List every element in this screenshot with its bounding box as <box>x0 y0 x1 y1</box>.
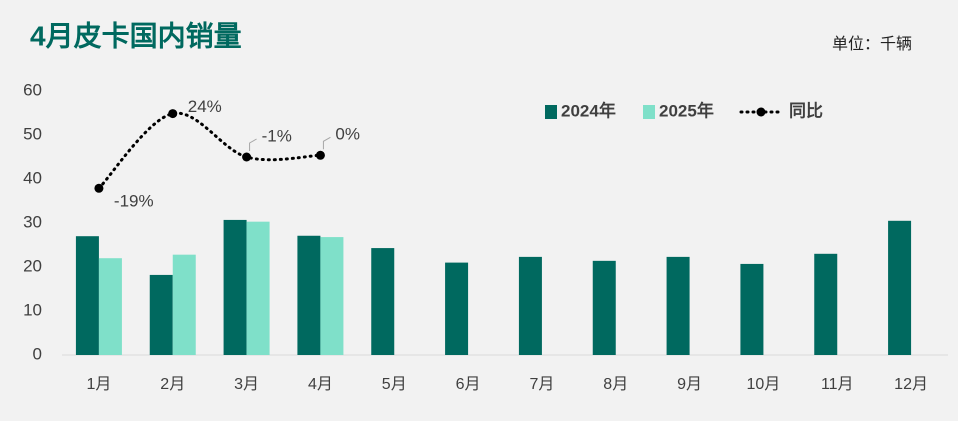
bar <box>666 256 690 355</box>
bar <box>75 236 99 355</box>
bar <box>223 219 247 355</box>
x-tick-label: 4月 <box>308 376 333 393</box>
x-tick-label: 5月 <box>382 376 407 393</box>
bar <box>518 256 542 355</box>
x-tick-label: 10月 <box>747 376 781 393</box>
line-marker <box>168 109 178 119</box>
legend-label: 2024年 <box>561 100 616 120</box>
x-tick-label: 7月 <box>529 376 554 393</box>
x-tick-label: 11月 <box>821 376 854 393</box>
x-tick-label: 1月 <box>86 376 111 393</box>
label-leader <box>249 138 257 151</box>
bar <box>592 260 616 355</box>
bar <box>371 248 395 355</box>
x-tick-label: 9月 <box>677 376 702 393</box>
bar <box>445 262 469 355</box>
x-tick-label: 3月 <box>234 376 259 393</box>
line-marker <box>242 152 252 162</box>
y-tick-label: 50 <box>23 124 42 143</box>
bar <box>320 237 344 355</box>
line <box>97 111 322 190</box>
y-tick-label: 10 <box>23 300 42 319</box>
bar <box>246 221 270 355</box>
legend-label: 2025年 <box>659 100 714 120</box>
y-tick-label: 40 <box>23 168 42 187</box>
x-tick-label: 12月 <box>894 376 928 393</box>
bar <box>172 254 196 355</box>
y-tick-label: 0 <box>33 344 42 363</box>
bar <box>888 220 912 355</box>
x-tick-label: 8月 <box>603 376 628 393</box>
line-marker <box>94 183 104 193</box>
y-tick-label: 20 <box>23 256 42 275</box>
x-tick-label: 2月 <box>160 376 185 393</box>
bar <box>740 263 764 355</box>
legend-label: 同比 <box>789 100 823 120</box>
line-marker <box>315 150 325 160</box>
data-label: -19% <box>114 192 154 211</box>
data-label: 0% <box>335 125 360 144</box>
legend-swatch <box>643 105 655 119</box>
data-label: 24% <box>188 97 222 116</box>
legend-swatch <box>756 107 766 117</box>
y-tick-label: 30 <box>23 212 42 231</box>
y-tick-label: 60 <box>23 80 42 99</box>
data-label: -1% <box>262 126 292 145</box>
bar <box>297 235 321 355</box>
bar <box>814 253 838 355</box>
bar <box>149 274 173 355</box>
label-leader <box>322 136 331 150</box>
unit-label: 单位：千辆 <box>832 35 912 53</box>
legend-swatch <box>545 105 557 119</box>
x-tick-label: 6月 <box>456 376 481 393</box>
chart-title: 4月皮卡国内销量 <box>30 20 242 51</box>
bar <box>98 258 122 355</box>
